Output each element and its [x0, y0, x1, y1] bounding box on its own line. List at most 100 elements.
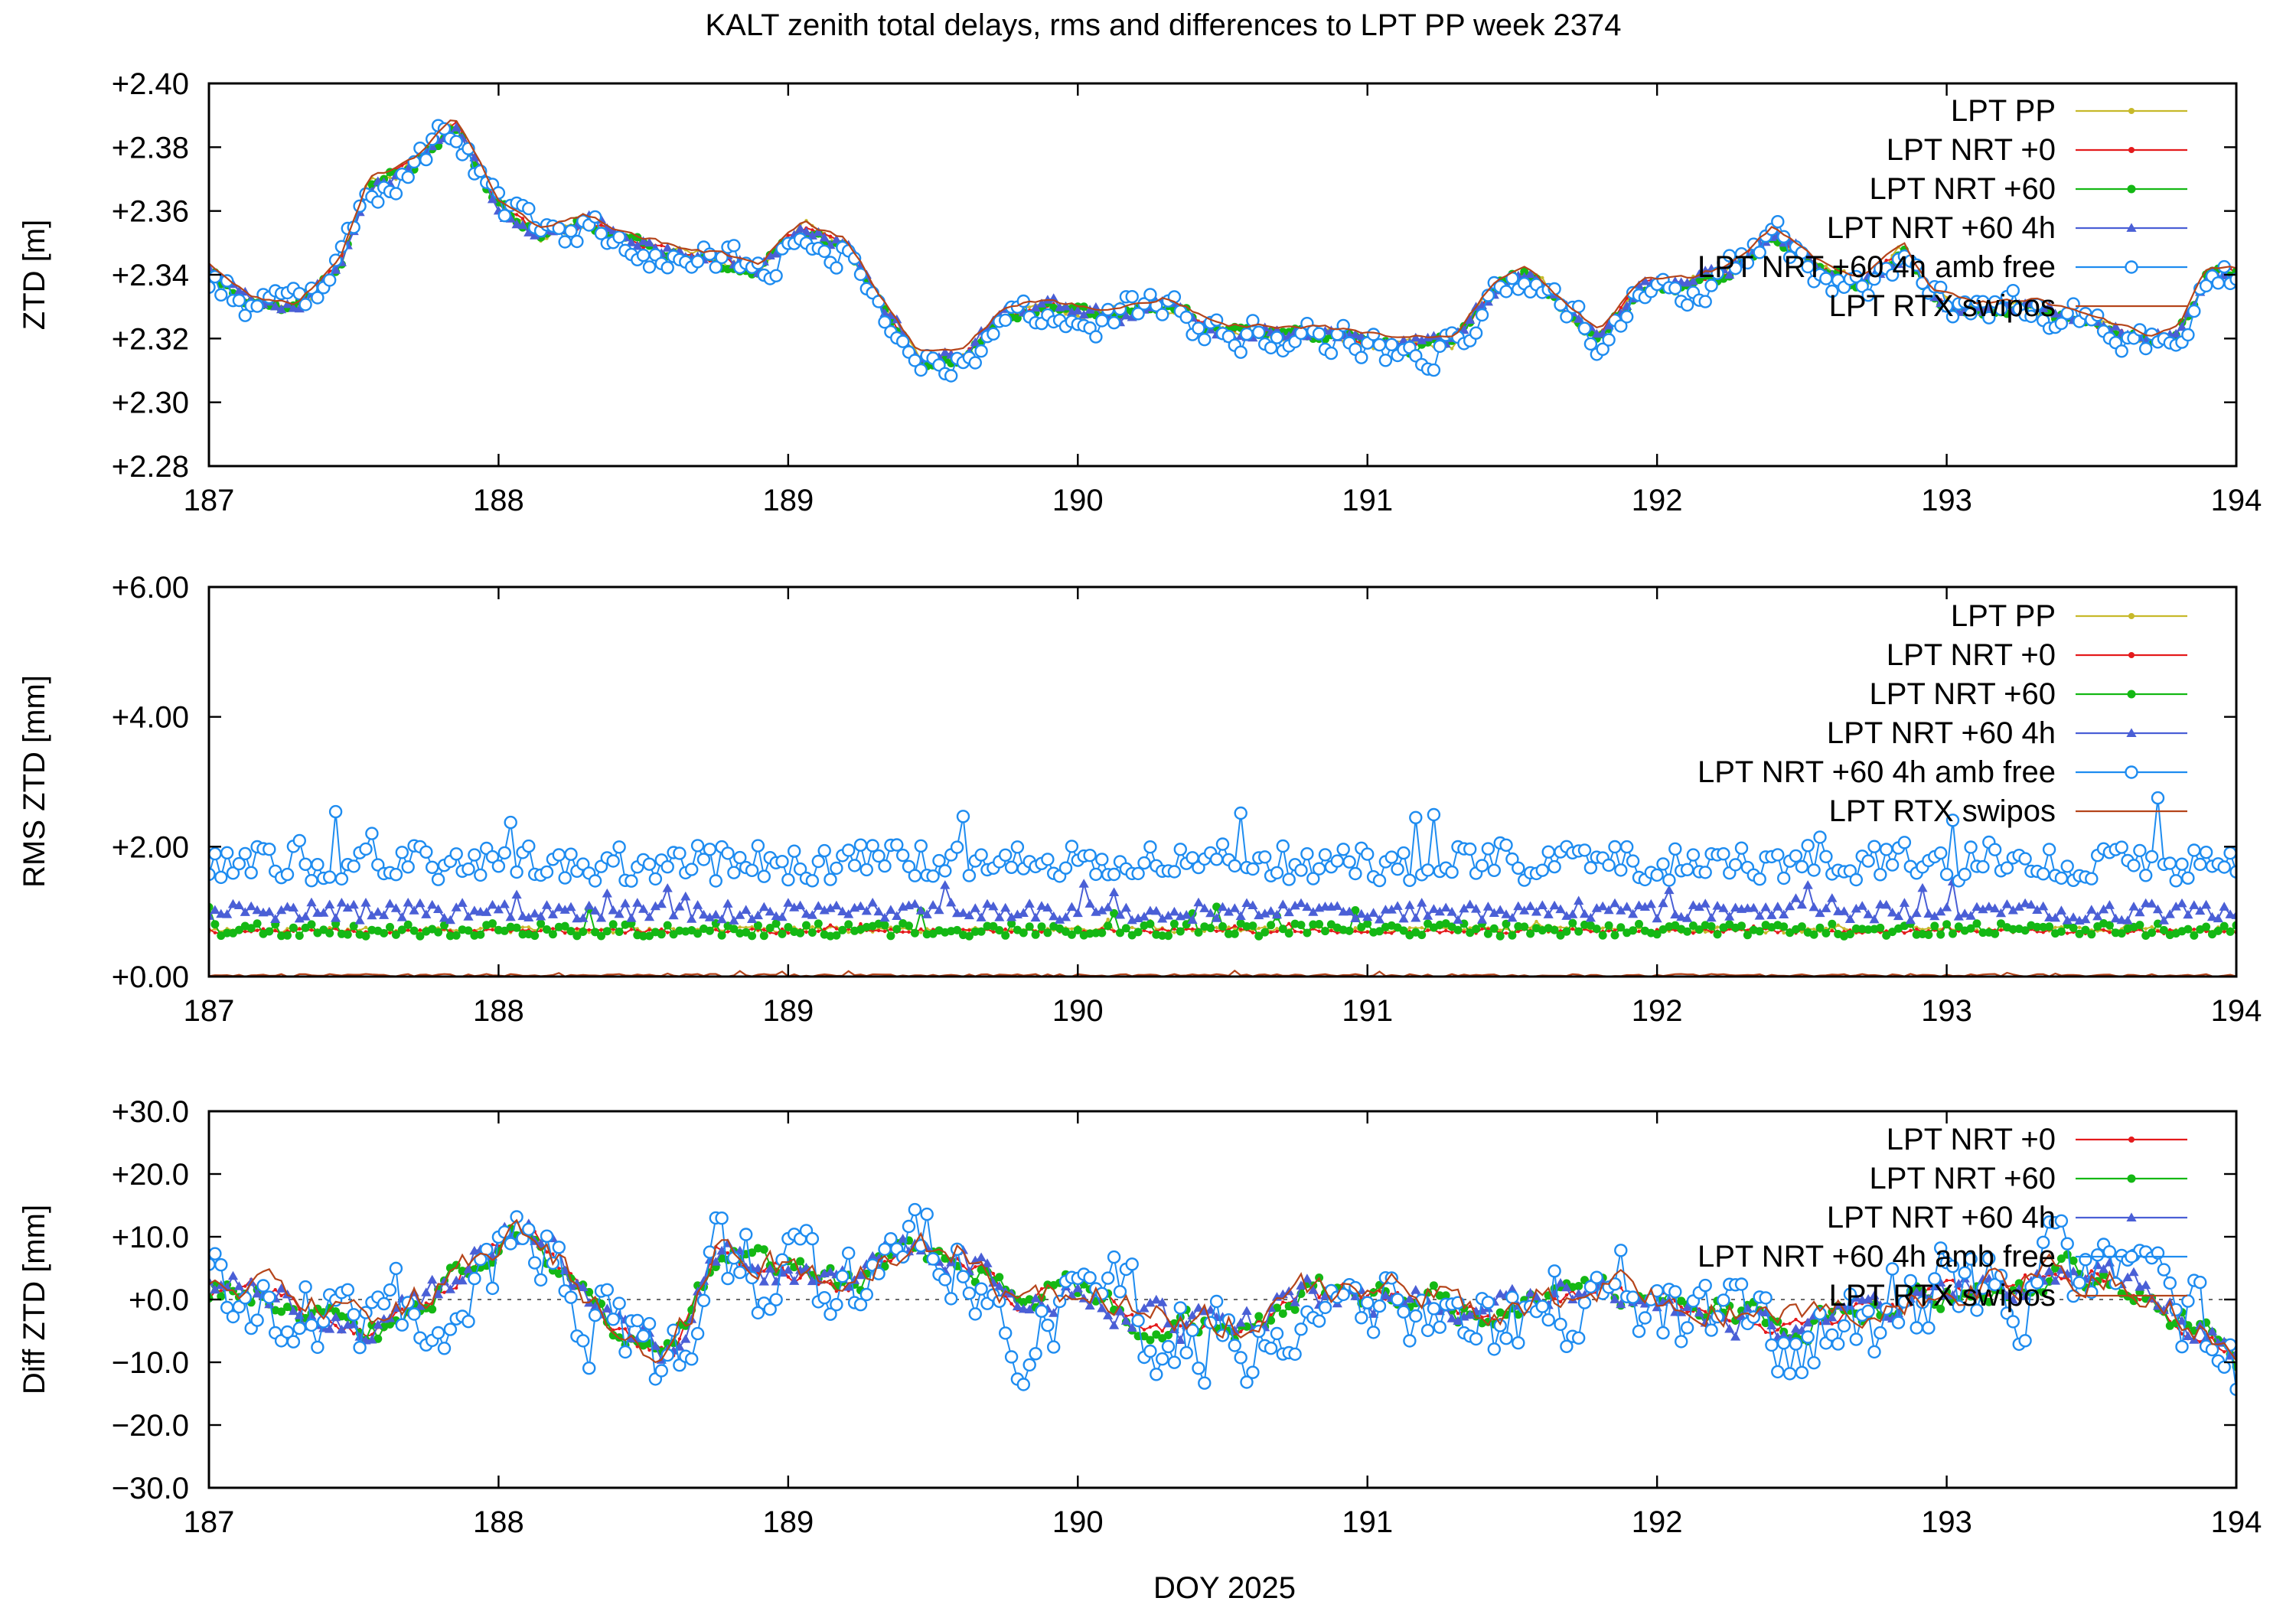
rms-point-lpt-nrt-plus60-4h: [2104, 900, 2115, 909]
diff-point-lpt-nrt-plus0: [1758, 1323, 1762, 1327]
rms-point-lpt-nrt-plus0: [1112, 929, 1116, 933]
diff-point-lpt-nrt-plus60-4h-amb-free: [2060, 1237, 2074, 1251]
rms-point-lpt-nrt-plus60: [1924, 931, 1933, 939]
rms-point-lpt-nrt-plus60: [748, 931, 757, 941]
rms-point-lpt-nrt-plus0: [406, 928, 410, 932]
diff-point-lpt-nrt-plus60-4h-amb-free: [1403, 1334, 1417, 1348]
rms-point-lpt-nrt-plus60-4h-amb-free: [426, 860, 439, 875]
rms-point-lpt-nrt-plus60-4h: [915, 905, 926, 915]
rms-point-lpt-nrt-plus60-4h-amb-free: [280, 867, 295, 882]
rms-point-lpt-nrt-plus60: [977, 927, 986, 936]
rms-point-lpt-nrt-plus60-4h: [650, 901, 660, 911]
ztd-legend-marker: [2127, 184, 2136, 194]
diff-point-lpt-nrt-plus60-4h-amb-free: [1173, 1301, 1188, 1315]
ztd-point-lpt-nrt-plus60-4h-amb-free: [872, 295, 885, 308]
rms-point-lpt-nrt-plus60: [802, 921, 810, 930]
ztd-point-lpt-nrt-plus60-4h-amb-free: [1825, 284, 1839, 298]
rms-point-lpt-nrt-plus60-4h: [957, 908, 969, 917]
rms-point-lpt-nrt-plus60-4h: [1212, 913, 1222, 922]
rms-point-lpt-nrt-plus60: [2081, 925, 2090, 934]
diff-point-lpt-nrt-plus60-4h: [1241, 1306, 1252, 1315]
diff-point-lpt-nrt-plus60-4h: [1724, 1323, 1735, 1333]
diff-point-lpt-nrt-plus60-4h-amb-free: [938, 1273, 952, 1287]
rms-point-lpt-nrt-plus60-4h: [687, 914, 697, 923]
rms-point-lpt-nrt-plus60: [2056, 927, 2066, 936]
ztd-series-lpt-nrt-plus60-4h-amb-free: [209, 119, 2236, 383]
rms-point-lpt-nrt-plus60: [543, 925, 551, 934]
rms-point-lpt-nrt-plus60-4h: [2213, 913, 2223, 923]
rms-point-lpt-nrt-plus60-4h: [1543, 909, 1554, 918]
diff-y-tick-label: +30.0: [112, 1095, 189, 1129]
diff-point-lpt-nrt-plus60-4h: [427, 1274, 438, 1284]
rms-x-tick-label: 187: [184, 994, 235, 1028]
ztd-point-lpt-nrt-plus60-4h: [1574, 314, 1584, 323]
ztd-point-lpt-nrt-plus60-4h-amb-free: [220, 274, 234, 288]
rms-point-lpt-nrt-plus60: [2117, 929, 2126, 938]
rms-point-lpt-nrt-plus60: [1616, 923, 1626, 932]
diff-point-lpt-nrt-plus60-4h: [2141, 1280, 2151, 1290]
rms-point-lpt-nrt-plus60-4h: [1260, 908, 1270, 918]
rms-point-lpt-nrt-plus60-4h-amb-free: [263, 842, 276, 856]
diff-point-lpt-nrt-plus0: [974, 1265, 977, 1269]
rms-point-lpt-nrt-plus0: [726, 930, 730, 934]
ztd-point-lpt-nrt-plus60-4h: [1417, 335, 1427, 344]
rms-point-lpt-nrt-plus60-4h-amb-free: [1771, 848, 1785, 862]
diff-point-lpt-nrt-plus60-4h: [1507, 1283, 1518, 1293]
rms-point-lpt-nrt-plus60-4h: [1024, 898, 1035, 908]
diff-point-lpt-nrt-plus0: [370, 1332, 374, 1337]
rms-point-lpt-nrt-plus0: [1160, 927, 1164, 931]
rms-point-lpt-nrt-plus60-4h: [222, 909, 233, 918]
rms-point-lpt-nrt-plus0: [714, 928, 718, 931]
diff-point-lpt-nrt-plus0: [1130, 1313, 1134, 1316]
diff-point-lpt-nrt-plus60-4h-amb-free: [631, 1313, 644, 1328]
rms-point-lpt-nrt-plus0: [1438, 931, 1442, 934]
rms-point-lpt-nrt-plus0: [2108, 931, 2112, 934]
ztd-point-lpt-nrt-plus60-4h-amb-free: [1861, 289, 1875, 302]
diff-point-lpt-nrt-plus60-4h-amb-free: [1813, 1306, 1827, 1321]
rms-point-lpt-nrt-plus60-4h: [1036, 901, 1047, 910]
rms-point-lpt-nrt-plus60: [518, 930, 527, 939]
ztd-point-lpt-nrt-plus60-4h: [1060, 301, 1071, 311]
rms-point-lpt-nrt-plus60-4h: [1290, 900, 1300, 910]
diff-point-lpt-nrt-plus60-4h-amb-free: [968, 1307, 983, 1321]
rms-point-lpt-nrt-plus60-4h-amb-free: [209, 867, 216, 882]
ztd-point-lpt-nrt-plus60-4h: [819, 233, 830, 242]
rms-point-lpt-nrt-plus60: [1278, 925, 1287, 934]
rms-point-lpt-nrt-plus60-4h-amb-free: [576, 857, 590, 871]
rms-legend-marker: [2128, 613, 2135, 619]
ztd-y-tick-label: +2.32: [112, 322, 189, 356]
diff-point-lpt-nrt-plus60-4h-amb-free: [1656, 1326, 1670, 1340]
rms-series-lpt-nrt-plus60: [209, 902, 2236, 941]
diff-point-lpt-nrt-plus60-4h-amb-free: [407, 1307, 421, 1321]
diff-point-lpt-nrt-plus60: [277, 1307, 286, 1316]
rms-point-lpt-nrt-plus60: [905, 921, 913, 931]
rms-point-lpt-nrt-plus60: [1345, 926, 1354, 935]
rms-point-lpt-nrt-plus60-4h-amb-free: [1010, 840, 1025, 854]
rms-point-lpt-nrt-plus60: [771, 919, 781, 928]
rms-point-lpt-nrt-plus60-4h: [1628, 908, 1639, 918]
rms-point-lpt-nrt-plus60-4h-amb-free: [558, 871, 572, 885]
rms-point-lpt-nrt-plus60-4h: [1694, 902, 1704, 911]
ztd-point-lpt-nrt-plus60-4h-amb-free: [1131, 307, 1145, 321]
diff-point-lpt-nrt-plus60-4h: [1555, 1277, 1566, 1287]
rms-point-lpt-nrt-plus0: [273, 928, 277, 933]
diff-point-lpt-nrt-plus0: [623, 1327, 628, 1331]
diff-point-lpt-nrt-plus60-4h: [1049, 1308, 1059, 1317]
diff-point-lpt-nrt-plus0: [1148, 1325, 1153, 1329]
rms-point-lpt-nrt-plus60-4h-amb-free: [2169, 874, 2183, 888]
ztd-point-lpt-nrt-plus60-4h-amb-free: [974, 344, 988, 358]
rms-point-lpt-pp: [2053, 925, 2057, 930]
ztd-point-lpt-nrt-plus60-4h: [1603, 320, 1614, 330]
rms-point-lpt-nrt-plus60-4h-amb-free: [2217, 860, 2231, 874]
diff-point-lpt-nrt-plus60-4h-amb-free: [673, 1358, 687, 1372]
rms-point-lpt-nrt-plus60: [970, 927, 980, 936]
diff-point-lpt-nrt-plus60-4h-amb-free: [1922, 1321, 1936, 1335]
rms-point-lpt-pp: [1263, 925, 1267, 929]
rms-point-lpt-nrt-plus0: [1691, 931, 1695, 935]
ztd-point-lpt-nrt-plus60-4h-amb-free: [1782, 250, 1797, 264]
diff-point-lpt-nrt-plus60-4h: [1574, 1288, 1584, 1298]
rms-point-lpt-pp: [1836, 923, 1840, 928]
rms-point-lpt-nrt-plus60-4h: [2086, 905, 2097, 914]
rms-point-lpt-nrt-plus60-4h-amb-free: [1541, 845, 1555, 859]
